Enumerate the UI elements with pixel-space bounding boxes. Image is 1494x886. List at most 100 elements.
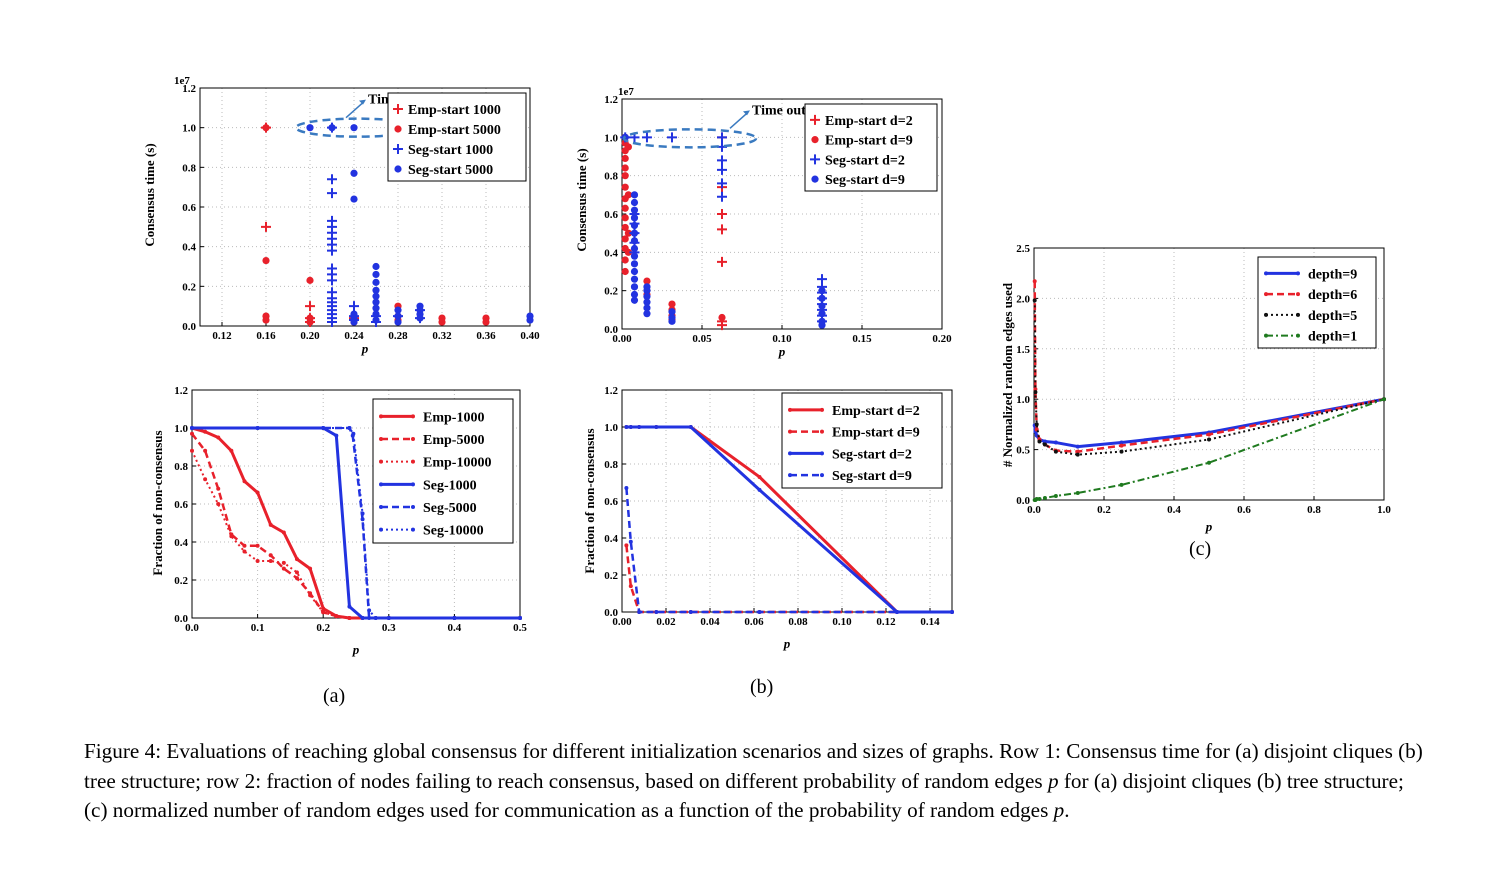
- series-point: [1037, 496, 1042, 501]
- chart-a-top: 0.12 0.16 0.20 0.24 0.28 0.32 0.36 0.40 0.0 0.2 0.…: [140, 70, 540, 360]
- caption-mid: for (a) disjoint cliques (b) tree struct…: [84, 768, 1404, 823]
- series-line: [1033, 300, 1385, 456]
- series-point: [1042, 442, 1047, 447]
- series-point: [294, 570, 299, 575]
- y-tick-label: 0.8: [182, 162, 196, 174]
- legend-label: Emp-start 1000: [408, 103, 501, 118]
- x-tick-label: 0.14: [920, 616, 940, 628]
- series-point: [255, 559, 260, 563]
- point-plus: [667, 132, 677, 143]
- point-dot: [818, 302, 826, 310]
- x-tick-label: 0.5: [513, 622, 527, 634]
- point-dot: [621, 256, 629, 264]
- legend-dot: [1296, 312, 1300, 317]
- legend-label: Emp-start d=2: [832, 404, 920, 419]
- legend-dot: [411, 437, 415, 441]
- y-tick-label: 1.0: [182, 123, 196, 135]
- point-dot: [630, 206, 639, 214]
- point-dot: [621, 183, 629, 191]
- legend-label: Emp-start d=9: [825, 134, 913, 149]
- series-point: [1075, 444, 1080, 449]
- y-axis-title: Consensus time (s): [142, 143, 157, 246]
- series-point: [294, 557, 299, 562]
- point-dot: [621, 172, 629, 180]
- timeout-arrow: [345, 101, 365, 119]
- point-dot: [350, 318, 358, 326]
- point-dot: [262, 316, 270, 324]
- point-dot: [372, 292, 380, 300]
- legend-dot: [1264, 292, 1268, 297]
- series-point: [895, 610, 899, 614]
- y-multiplier: 1e7: [618, 86, 634, 98]
- series-point: [624, 486, 629, 491]
- series-point: [347, 616, 352, 620]
- series-point: [688, 425, 693, 429]
- series-point: [452, 616, 457, 620]
- x-tick-label: 0.15: [852, 333, 872, 345]
- series-point: [1037, 439, 1042, 444]
- timeout-ellipse: [622, 128, 758, 149]
- point-dot: [643, 277, 651, 285]
- series-line: [192, 427, 520, 619]
- chart-b-top-svg: 0.00 0.05 0.10 0.15 0.20 0.0 0.2 0.4 0.6 0.8 1.0 1.…: [574, 86, 952, 359]
- series-line: [625, 545, 952, 614]
- legend-dot: [379, 437, 383, 441]
- legend-label: Emp-5000: [423, 433, 484, 448]
- series-point: [373, 616, 378, 620]
- x-axis-title: p: [783, 636, 791, 651]
- point-dot: [416, 314, 424, 322]
- legend-dot: [788, 451, 792, 456]
- legend-label: Emp-start 5000: [408, 123, 501, 138]
- series-point: [242, 543, 247, 548]
- point-dot: [630, 275, 639, 283]
- y-tick-label: 0.8: [604, 459, 618, 471]
- timeout-arrow-head: [359, 99, 366, 105]
- series-point: [281, 566, 286, 571]
- series-point: [360, 616, 365, 620]
- point-dot: [624, 191, 632, 199]
- legend-label: Emp-10000: [423, 456, 491, 471]
- y-tick-label: 1.0: [604, 132, 618, 144]
- y-tick-label: 0.0: [604, 324, 618, 336]
- series-point: [1075, 449, 1080, 454]
- series-point: [628, 584, 633, 589]
- point-plus: [717, 132, 727, 143]
- y-tick-label: 1.2: [604, 94, 618, 106]
- y-tick-label: 0.4: [604, 247, 618, 259]
- series-point: [1053, 493, 1058, 498]
- y-tick-label: 0.6: [182, 202, 196, 214]
- point-dot: [818, 310, 826, 318]
- legend-label: depth=1: [1308, 330, 1357, 345]
- point-dot: [630, 267, 639, 276]
- series-point: [216, 502, 221, 506]
- point-dot: [643, 287, 651, 295]
- legend-dot: [1264, 333, 1268, 338]
- chart-c-svg: 0.0 0.2 0.4 0.6 0.8 1.0 0.0 0.5 1.0 1.5 2.0 2.5 p # N…: [1000, 243, 1391, 534]
- point-dot: [630, 191, 639, 199]
- point-dot: [630, 296, 639, 304]
- y-tick-label: 1.0: [604, 422, 618, 434]
- series-point: [628, 425, 633, 429]
- plot-frame: [1033, 247, 1385, 501]
- x-tick-label: 0.40: [520, 330, 540, 342]
- series-point: [1033, 390, 1038, 395]
- y-tick-label: 0.0: [604, 607, 618, 619]
- point-dot: [350, 124, 358, 132]
- series-point: [334, 433, 339, 438]
- series-point: [308, 566, 313, 571]
- legend-dot: [820, 451, 824, 456]
- timeout-arrow: [729, 111, 749, 129]
- series-point: [654, 610, 659, 614]
- legend-dot: [411, 505, 415, 509]
- legend-marker: [810, 154, 820, 165]
- point-plus: [717, 224, 727, 235]
- chart-b-top: 0.00 0.05 0.10 0.15 0.20 0.0 0.2 0.4 0.6 0.8 1.0 1.…: [572, 80, 972, 365]
- y-tick-label: 0.6: [174, 499, 188, 511]
- point-dot: [394, 306, 402, 314]
- legend-dot: [1264, 312, 1268, 317]
- legend-label: Emp-1000: [423, 410, 484, 425]
- legend-dot: [411, 482, 415, 487]
- series-point: [242, 479, 247, 484]
- chart-b-bottom-svg: 0.00 0.02 0.04 0.06 0.08 0.10 0.12 0.14 0.0 0.2 0.…: [582, 385, 954, 651]
- series-point: [1032, 279, 1037, 284]
